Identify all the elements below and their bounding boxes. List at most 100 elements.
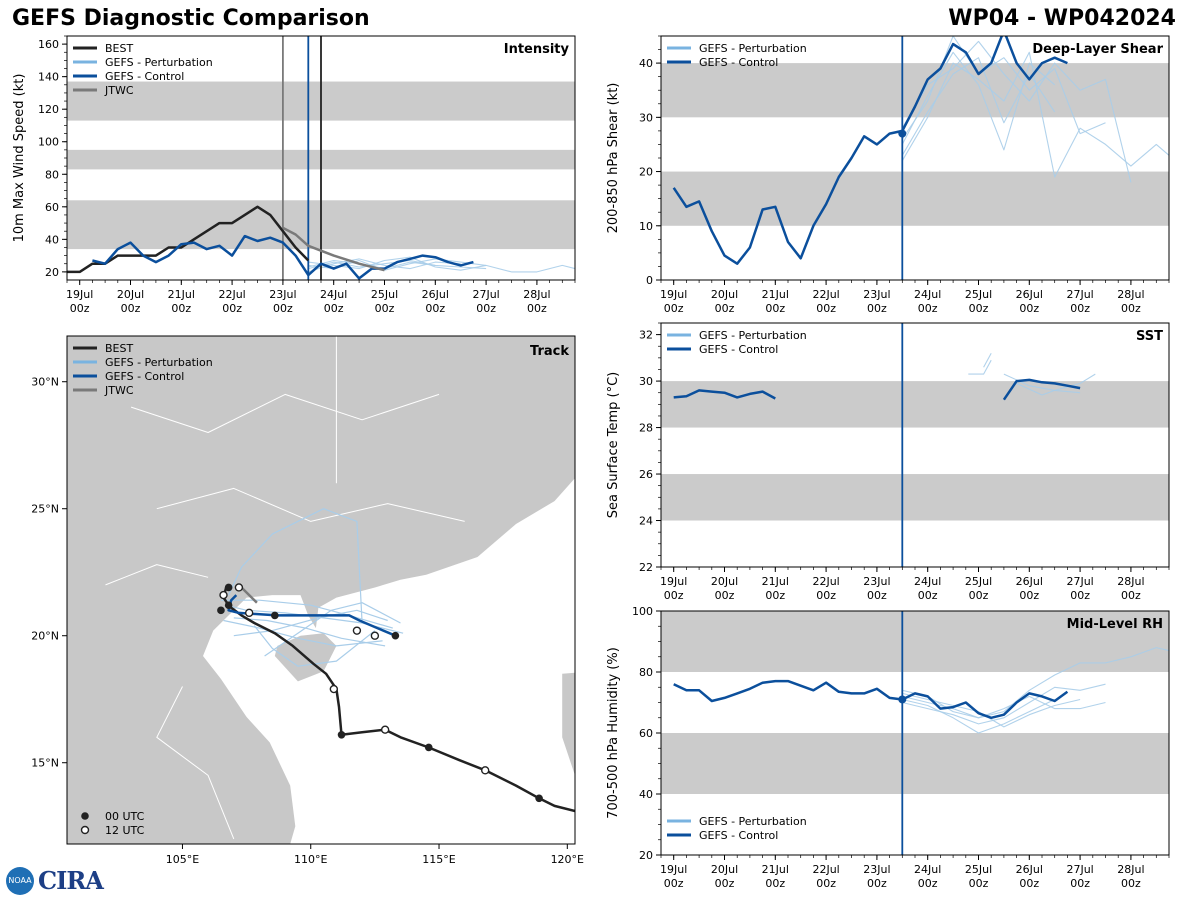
x-tick-label: 22Jul bbox=[812, 575, 839, 588]
x-tick-label: 27Jul bbox=[472, 288, 499, 301]
lon-tick-label: 115°E bbox=[422, 853, 455, 866]
y-tick-label: 24 bbox=[639, 515, 653, 528]
best-00utc-marker bbox=[271, 611, 279, 620]
perturbation-line bbox=[901, 51, 1056, 151]
y-tick-label: 26 bbox=[639, 468, 653, 481]
legend-label: 12 UTC bbox=[105, 824, 145, 837]
x-tick-label: 00z bbox=[1121, 302, 1141, 315]
x-tick-label: 00z bbox=[664, 877, 684, 890]
panel-title: Deep-Layer Shear bbox=[1032, 42, 1163, 57]
best-12utc-marker bbox=[329, 684, 339, 694]
lon-tick-label: 105°E bbox=[166, 853, 199, 866]
x-tick-label: 00z bbox=[324, 302, 344, 315]
main-title: GEFS Diagnostic Comparison bbox=[12, 6, 370, 31]
x-tick-label: 28Jul bbox=[1117, 288, 1144, 301]
intensity-plot-area bbox=[67, 36, 575, 280]
lon-tick-label: 110°E bbox=[294, 853, 327, 866]
x-tick-label: 28Jul bbox=[1117, 575, 1144, 588]
series-gefs-control bbox=[92, 234, 474, 280]
y-tick-label: 80 bbox=[639, 666, 653, 679]
best-12utc-marker bbox=[481, 766, 490, 775]
x-tick-label: 20Jul bbox=[117, 288, 144, 301]
x-tick-label: 00z bbox=[918, 302, 938, 315]
x-tick-label: 00z bbox=[816, 589, 836, 602]
boundary-line bbox=[130, 393, 440, 433]
y-tick-label: 30 bbox=[639, 375, 653, 388]
sst-plot-area bbox=[661, 323, 1169, 567]
x-tick-label: 27Jul bbox=[1066, 575, 1093, 588]
x-tick-label: 20Jul bbox=[711, 575, 738, 588]
init-marker bbox=[898, 129, 907, 138]
threshold-band bbox=[661, 733, 1169, 794]
x-tick-label: 00z bbox=[715, 302, 735, 315]
x-tick-label: 00z bbox=[425, 302, 445, 315]
x-tick-label: 00z bbox=[715, 877, 735, 890]
x-tick-label: 00z bbox=[765, 877, 785, 890]
x-tick-label: 00z bbox=[1121, 877, 1141, 890]
x-tick-label: 25Jul bbox=[965, 863, 992, 876]
x-tick-label: 00z bbox=[715, 589, 735, 602]
x-tick-label: 00z bbox=[816, 302, 836, 315]
legend-00utc-marker bbox=[81, 812, 89, 820]
x-tick-label: 00z bbox=[476, 302, 496, 315]
x-tick-label: 23Jul bbox=[269, 288, 296, 301]
x-tick-label: 24Jul bbox=[914, 575, 941, 588]
y-tick-label: 10 bbox=[639, 220, 653, 233]
x-tick-label: 27Jul bbox=[1066, 863, 1093, 876]
x-tick-label: 28Jul bbox=[523, 288, 550, 301]
perturbation-line bbox=[901, 40, 1132, 183]
x-tick-label: 00z bbox=[121, 302, 141, 315]
x-tick-label: 20Jul bbox=[711, 863, 738, 876]
perturbation-line bbox=[902, 698, 1055, 734]
threshold-band bbox=[661, 171, 1169, 226]
lat-tick-label: 15°N bbox=[31, 757, 59, 770]
legend-label: GEFS - Control bbox=[699, 829, 778, 842]
x-tick-label: 00z bbox=[765, 589, 785, 602]
x-tick-label: 00z bbox=[222, 302, 242, 315]
lat-tick-label: 20°N bbox=[31, 630, 59, 643]
x-tick-label: 00z bbox=[918, 589, 938, 602]
y-tick-label: 0 bbox=[646, 274, 653, 287]
threshold-band bbox=[661, 381, 1169, 428]
x-tick-label: 00z bbox=[273, 302, 293, 315]
y-tick-label: 20 bbox=[639, 166, 653, 179]
x-tick-label: 26Jul bbox=[422, 288, 449, 301]
y-axis-label: 200-850 hPa Shear (kt) bbox=[606, 83, 621, 234]
legend-label: GEFS - Control bbox=[699, 343, 778, 356]
y-tick-label: 140 bbox=[38, 71, 59, 84]
best-00utc-marker bbox=[337, 730, 346, 739]
y-tick-label: 40 bbox=[639, 788, 653, 801]
series-gefs-control bbox=[673, 389, 776, 400]
noaa-logo: NOAA bbox=[6, 866, 34, 895]
x-tick-label: 00z bbox=[969, 302, 989, 315]
x-tick-label: 26Jul bbox=[1016, 863, 1043, 876]
shear-plot-area bbox=[661, 36, 1169, 280]
perturbation-track bbox=[233, 617, 386, 647]
x-tick-label: 24Jul bbox=[320, 288, 347, 301]
panel-title: Mid-Level RH bbox=[1067, 617, 1163, 632]
x-tick-label: 27Jul bbox=[1066, 288, 1093, 301]
x-tick-label: 21Jul bbox=[762, 863, 789, 876]
perturbation-line bbox=[901, 36, 1106, 140]
y-tick-label: 100 bbox=[38, 136, 59, 149]
series-gefs-control bbox=[673, 679, 1069, 720]
y-tick-label: 60 bbox=[639, 727, 653, 740]
perturbation-line bbox=[308, 258, 461, 273]
perturbation-track bbox=[253, 625, 376, 667]
best-12utc-marker bbox=[244, 608, 254, 618]
x-tick-label: 23Jul bbox=[863, 575, 890, 588]
y-tick-label: 40 bbox=[45, 233, 59, 246]
x-tick-label: 00z bbox=[1070, 302, 1090, 315]
y-tick-label: 40 bbox=[639, 57, 653, 70]
lon-tick-label: 120°E bbox=[551, 853, 584, 866]
x-tick-label: 23Jul bbox=[863, 863, 890, 876]
x-tick-label: 20Jul bbox=[711, 288, 738, 301]
legend-label: GEFS - Perturbation bbox=[699, 815, 807, 828]
legend-12utc-marker bbox=[80, 825, 90, 835]
perturbation-line bbox=[902, 683, 1106, 725]
x-tick-label: 00z bbox=[1019, 877, 1039, 890]
logo-block: NOAA CIRA bbox=[6, 866, 104, 895]
rh-plot-area bbox=[661, 611, 1169, 855]
panel-title: Track bbox=[530, 344, 569, 359]
jtwc-track bbox=[240, 586, 258, 604]
